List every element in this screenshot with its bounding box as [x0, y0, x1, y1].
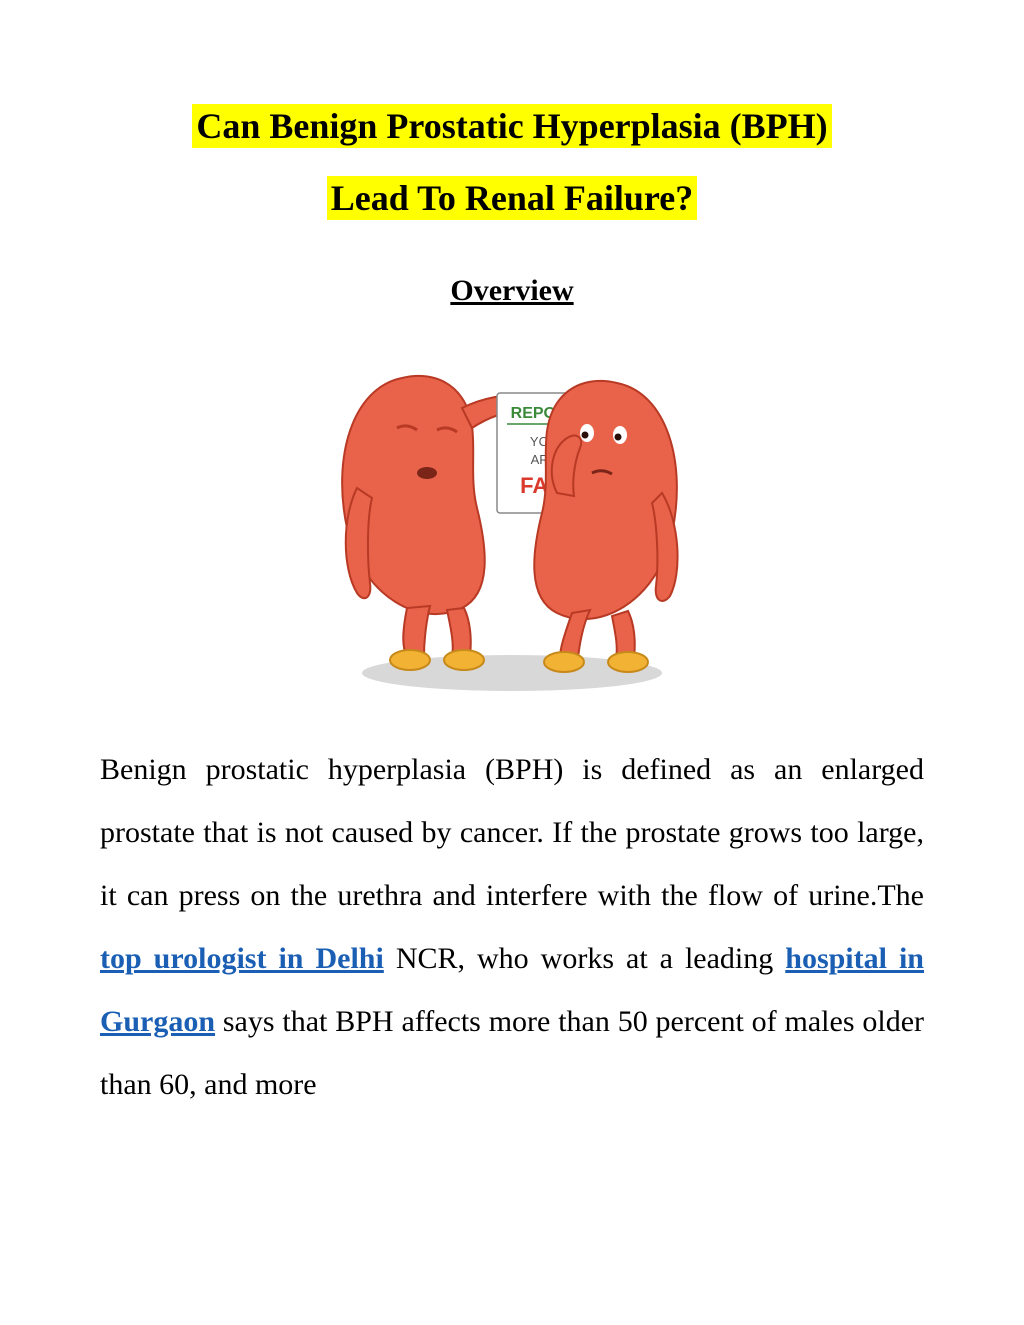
- title-line-2: Lead To Renal Failure?: [327, 176, 697, 220]
- body-text-segment-2: NCR, who works at a leading: [384, 942, 785, 975]
- article-body-paragraph: Benign prostatic hyperplasia (BPH) is de…: [100, 738, 924, 1116]
- top-urologist-link[interactable]: top urologist in Delhi: [100, 942, 384, 975]
- article-title: Can Benign Prostatic Hyperplasia (BPH) L…: [100, 90, 924, 234]
- title-line-1: Can Benign Prostatic Hyperplasia (BPH): [192, 104, 831, 148]
- body-text-segment-1: Benign prostatic hyperplasia (BPH) is de…: [100, 753, 924, 912]
- kidney-cartoon-illustration: REPORT YOU ARE FAIL: [302, 338, 722, 698]
- body-text-segment-3: says that BPH affects more than 50 perce…: [100, 1005, 924, 1101]
- section-heading-overview: Overview: [100, 274, 924, 308]
